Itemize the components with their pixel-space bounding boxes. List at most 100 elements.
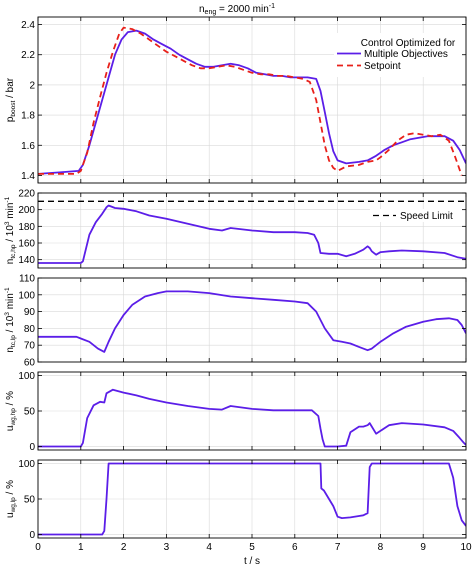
y-axis-title-rest: / % <box>5 391 16 408</box>
panel-p_boost: 1.4 1.6 1.8 2 2.2 2.4 pboost / bar Control Opti… <box>5 16 467 184</box>
x-axis-label: t / s <box>244 556 260 567</box>
y-axis-title-main: n <box>5 347 16 353</box>
legend-title: Control Optimized for <box>361 38 456 49</box>
y-axis-title-sub: wg,lp <box>10 497 17 514</box>
ticks-p_boost: 1.4 1.6 1.8 2 2.2 2.4 <box>21 17 467 183</box>
series-line-p_boost-0 <box>38 29 466 175</box>
y-tick-label: 1.6 <box>21 141 35 152</box>
y-tick-label: 1.8 <box>21 111 35 122</box>
y-axis-title-sup2: -1 <box>4 287 11 293</box>
title-main: n <box>199 4 205 15</box>
grid-u_wg_lp <box>37 460 467 538</box>
y-tick-label: 100 <box>18 371 35 382</box>
series-group-n_tc_lp <box>38 290 466 353</box>
x-tick-label: 10 <box>460 542 472 553</box>
grid-n_tc_lp <box>37 277 467 363</box>
title-sup: -1 <box>269 3 275 10</box>
y-axis-title-rest: / 10 <box>5 315 16 335</box>
legend-n_tc_hp: Speed Limit <box>370 209 462 222</box>
title-sub: eng <box>205 9 217 16</box>
x-tick-label: 9 <box>420 542 426 553</box>
y-axis-title-p_boost: pboost / bar <box>5 77 17 122</box>
legend-box <box>334 33 462 77</box>
legend-entry-0: Speed Limit <box>400 211 453 222</box>
y-tick-label: 180 <box>18 222 35 233</box>
y-tick-label: 0 <box>29 530 35 541</box>
legend-entry-1: Setpoint <box>364 61 401 72</box>
x-tick-label: 8 <box>378 542 384 553</box>
panels: 1.4 1.6 1.8 2 2.2 2.4 pboost / bar Control Opti… <box>4 16 472 553</box>
svg-text:neng = 2000 min-1: neng = 2000 min-1 <box>199 3 275 16</box>
x-tick-label: 0 <box>35 542 41 553</box>
y-tick-label: 200 <box>18 205 35 216</box>
legend-entry-0: Multiple Objectives <box>364 49 448 60</box>
y-axis-title-n_tc_lp: ntc,lp / 103 min-1 <box>4 287 17 353</box>
x-tick-label: 7 <box>335 542 341 553</box>
y-axis-title-rest: / bar <box>5 77 16 100</box>
y-tick-label: 100 <box>18 290 35 301</box>
y-axis-title-sub: wg,hp <box>10 408 17 427</box>
x-tick-label: 6 <box>292 542 298 553</box>
series-group-p_boost <box>38 26 466 176</box>
y-axis-title-u_wg_lp: uwg,lp / % <box>5 480 17 518</box>
y-tick-label: 110 <box>19 274 35 285</box>
x-tick-label: 1 <box>78 542 84 553</box>
y-tick-label: 1.4 <box>21 171 35 182</box>
legend-box <box>370 209 462 222</box>
series-line-p_boost-1 <box>38 26 463 176</box>
x-tick-label: 3 <box>164 542 170 553</box>
y-axis-title-main: u <box>5 426 16 432</box>
series-line-u_wg_lp-0 <box>38 462 466 536</box>
y-axis-title-rest2: min <box>5 293 16 312</box>
y-axis-title-sup: 3 <box>4 312 11 316</box>
y-axis-title-main: n <box>5 259 16 265</box>
y-tick-label: 2.4 <box>21 20 35 31</box>
series-line-u_wg_hp-0 <box>38 388 466 448</box>
y-axis-title-sub: tc,lp <box>10 335 17 347</box>
y-axis-title-main: u <box>5 512 16 518</box>
y-tick-label: 2 <box>29 80 35 91</box>
y-axis-title-rest: / % <box>5 480 16 497</box>
grid-u_wg_hp <box>37 372 467 450</box>
series-line-n_tc_lp-0 <box>38 290 466 353</box>
x-tick-label: 2 <box>121 542 127 553</box>
chart-title: neng = 2000 min-1 <box>199 3 275 16</box>
series-group-n_tc_hp <box>38 200 466 264</box>
y-axis-title-u_wg_hp: uwg,hp / % <box>5 391 17 431</box>
y-tick-label: 100 <box>18 459 35 470</box>
x-tick-label: 4 <box>206 542 212 553</box>
x-axis-title: t / s <box>244 556 260 567</box>
y-tick-label: 80 <box>24 324 36 335</box>
series-group-u_wg_lp <box>38 462 466 536</box>
y-axis-title-n_tc_hp: ntc,hp / 103 min-1 <box>4 196 17 264</box>
y-tick-label: 220 <box>18 189 35 200</box>
ticks-n_tc_hp: 140 160 180 200 220 <box>18 189 467 268</box>
y-tick-label: 2.2 <box>21 50 35 61</box>
y-tick-label: 50 <box>24 407 36 418</box>
y-tick-label: 60 <box>24 358 36 369</box>
y-axis-title-sup2: -1 <box>4 196 11 202</box>
title-rest: = 2000 min <box>216 4 269 15</box>
x-tick-label: 5 <box>249 542 255 553</box>
y-tick-label: 0 <box>29 442 35 453</box>
ticks-u_wg_hp: 0 50 100 <box>18 371 467 453</box>
y-tick-label: 70 <box>24 341 36 352</box>
series-group-u_wg_hp <box>38 388 466 448</box>
y-axis-title-rest2: min <box>5 203 16 222</box>
series-line-n_tc_hp-1 <box>38 204 466 264</box>
y-tick-label: 160 <box>18 239 35 250</box>
ticks-n_tc_lp: 60 70 80 90 100 110 <box>18 274 467 369</box>
y-axis-title-sub: boost <box>10 100 17 116</box>
y-tick-label: 50 <box>24 495 36 506</box>
y-axis-title-main: p <box>5 116 16 122</box>
y-axis-title-sub: tc,hp <box>10 244 17 258</box>
y-tick-label: 140 <box>18 255 35 266</box>
ticks-u_wg_lp: 0 50 100 <box>18 459 467 541</box>
y-axis-title-sup: 3 <box>4 221 11 225</box>
